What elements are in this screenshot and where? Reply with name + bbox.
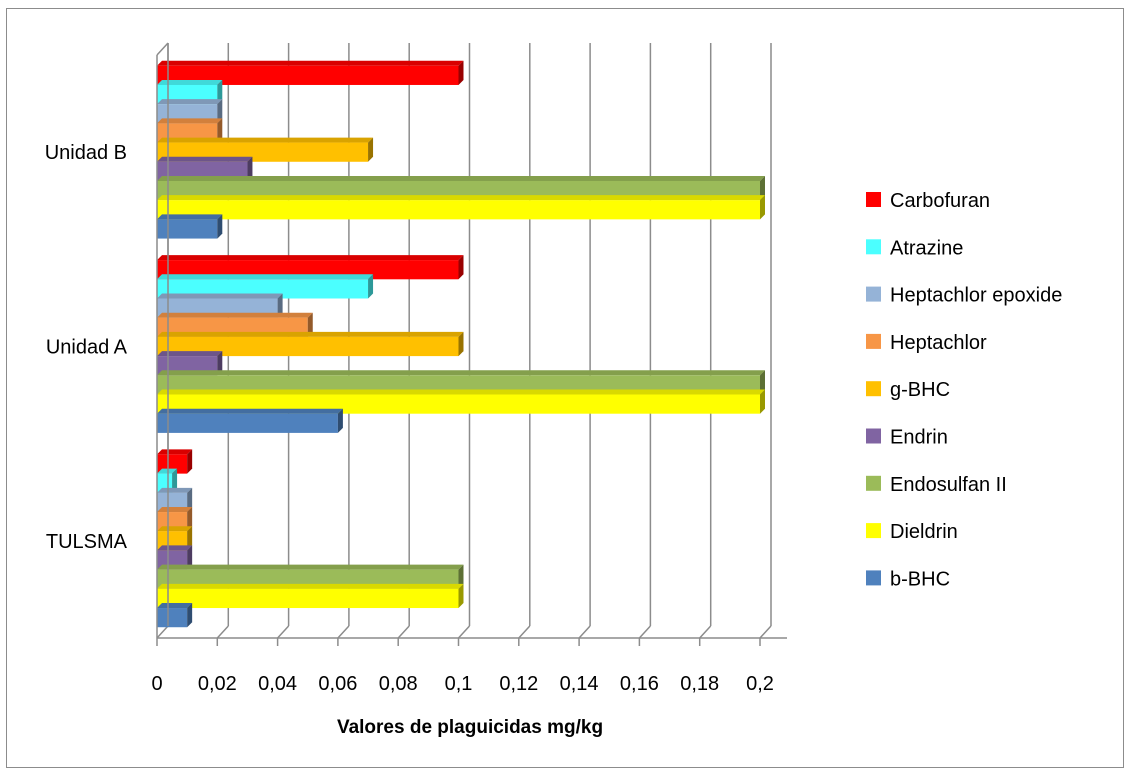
legend-swatch <box>866 333 881 349</box>
floor-gridline <box>638 625 651 639</box>
legend: Carbofuran Atrazine Heptachlor epoxide Hept… <box>866 190 1062 590</box>
x-tick-label: 0,14 <box>560 673 599 695</box>
floor-gridline <box>578 625 591 639</box>
legend-label: Dieldrin <box>890 521 958 543</box>
bar <box>157 583 464 609</box>
legend-item: Heptachlor epoxide <box>866 285 1062 307</box>
floor-gridline <box>397 625 410 639</box>
x-tick-label: 0,12 <box>499 673 538 695</box>
legend-label: g-BHC <box>890 379 950 401</box>
legend-label: Endrin <box>890 427 948 449</box>
x-tick-label: 0,16 <box>620 673 659 695</box>
x-tick-label: 0,18 <box>680 673 719 695</box>
x-tick-label: 0,2 <box>746 673 774 695</box>
floor-gridline <box>156 625 169 639</box>
legend-item: Atrazine <box>866 237 963 259</box>
legend-swatch <box>866 428 881 444</box>
legend-label: Heptachlor <box>890 332 987 354</box>
x-tick-label: 0,04 <box>258 673 297 695</box>
bar <box>157 214 223 239</box>
axes <box>156 42 787 646</box>
legend-item: Endosulfan II <box>866 474 1007 496</box>
category-label: Unidad B <box>45 142 127 164</box>
x-tick-label: 0,1 <box>445 673 473 695</box>
legend-swatch <box>866 570 881 586</box>
legend-label: Endosulfan II <box>890 474 1007 496</box>
legend-label: Heptachlor epoxide <box>890 285 1062 307</box>
floor-gridline <box>457 625 471 639</box>
bar <box>157 331 464 357</box>
x-axis-label: Valores de plaguicidas mg/kg <box>337 717 603 738</box>
legend-swatch <box>866 192 881 207</box>
legend-item: b-BHC <box>866 568 950 590</box>
bar <box>157 195 765 220</box>
category-label: TULSMA <box>46 531 128 553</box>
floor-gridline <box>337 625 350 639</box>
category-labels: TULSMA Unidad A Unidad B <box>45 142 128 553</box>
bar <box>157 255 464 280</box>
legend-swatch <box>866 381 881 397</box>
legend-item: Heptachlor <box>866 332 987 354</box>
x-tick-label: 0,08 <box>379 673 418 695</box>
legend-label: b-BHC <box>890 568 950 590</box>
category-label: Unidad A <box>46 337 128 359</box>
legend-item: Carbofuran <box>866 190 990 212</box>
bar <box>157 60 464 85</box>
legend-swatch <box>866 286 881 302</box>
x-tick-label: 0 <box>151 673 162 695</box>
legend-label: Carbofuran <box>890 190 990 212</box>
legend-item: g-BHC <box>866 379 950 401</box>
floor-gridline <box>216 625 229 639</box>
floor-gridline <box>277 625 290 639</box>
legend-swatch <box>866 239 881 255</box>
x-tick-label: 0,06 <box>318 673 357 695</box>
bar <box>157 408 343 433</box>
bar <box>157 603 193 628</box>
bars <box>157 60 765 628</box>
floor-gridline <box>518 625 531 639</box>
x-tick-label: 0,02 <box>198 673 237 695</box>
legend-swatch <box>866 475 881 491</box>
legend-item: Endrin <box>866 427 948 449</box>
x-tick-labels: 0 0,02 0,04 0,06 0,08 0,1 0,12 0,14 0,16 0,18 0,2 <box>151 673 773 695</box>
legend-swatch <box>866 523 881 539</box>
y-axis-top <box>156 42 169 56</box>
floor-gridline <box>699 625 712 639</box>
legend-item: Dieldrin <box>866 521 958 543</box>
legend-label: Atrazine <box>890 237 963 259</box>
floor-gridline <box>759 625 772 639</box>
